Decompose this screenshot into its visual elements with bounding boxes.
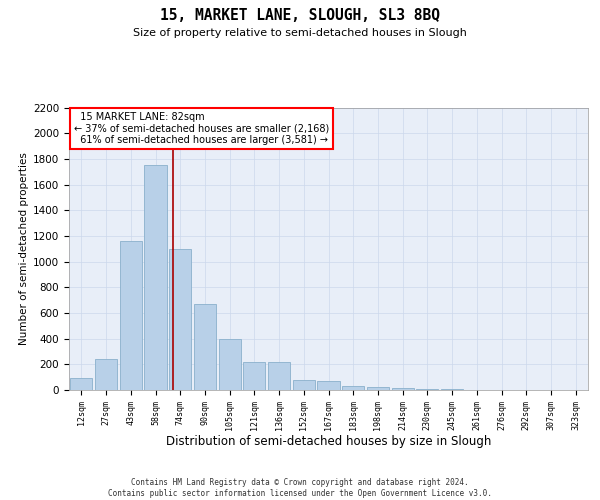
Bar (169, 249, 191, 390)
Bar (416, 388, 439, 390)
Bar (145, 166, 167, 390)
X-axis label: Distribution of semi-detached houses by size in Slough: Distribution of semi-detached houses by … (166, 436, 491, 448)
Text: Contains HM Land Registry data © Crown copyright and database right 2024.
Contai: Contains HM Land Registry data © Crown c… (108, 478, 492, 498)
Bar (243, 362, 265, 390)
Bar (342, 386, 364, 390)
Bar (293, 380, 315, 390)
Text: 15, MARKET LANE, SLOUGH, SL3 8BQ: 15, MARKET LANE, SLOUGH, SL3 8BQ (160, 8, 440, 22)
Bar (317, 381, 340, 390)
Bar (367, 388, 389, 390)
Bar (194, 304, 216, 390)
Bar (119, 241, 142, 390)
Text: Size of property relative to semi-detached houses in Slough: Size of property relative to semi-detach… (133, 28, 467, 38)
Text: 15 MARKET LANE: 82sqm
← 37% of semi-detached houses are smaller (2,168)
  61% of: 15 MARKET LANE: 82sqm ← 37% of semi-deta… (74, 112, 329, 145)
Bar (95, 359, 117, 390)
Bar (392, 388, 414, 390)
Y-axis label: Number of semi-detached properties: Number of semi-detached properties (19, 152, 29, 345)
Bar (70, 378, 92, 390)
Bar (218, 338, 241, 390)
Bar (268, 362, 290, 390)
